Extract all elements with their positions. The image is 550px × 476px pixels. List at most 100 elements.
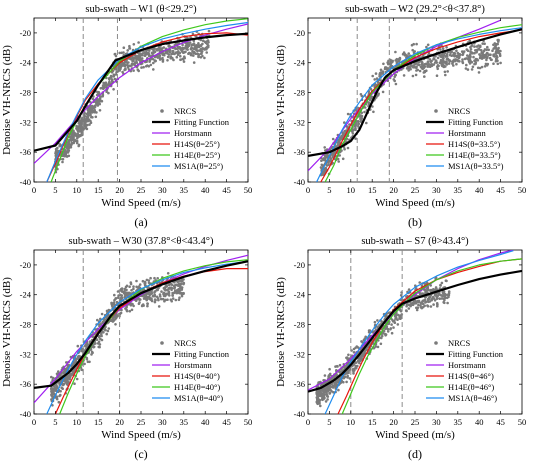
nrcs-point [105,332,108,336]
nrcs-point [107,91,110,95]
nrcs-point [144,281,147,285]
nrcs-point [476,66,480,70]
nrcs-point [94,115,98,119]
nrcs-point [343,147,346,151]
legend-marker-nrcs [160,341,164,345]
nrcs-point [384,327,387,331]
x-tick-label: 20 [115,417,124,427]
nrcs-point [194,48,198,51]
x-tick-label: 10 [73,417,82,427]
nrcs-point [99,337,102,341]
nrcs-point [198,49,201,52]
y-tick-label: -32 [20,117,31,127]
nrcs-point [354,137,357,140]
nrcs-point [158,293,162,296]
nrcs-point [77,143,81,147]
nrcs-point [412,66,415,69]
nrcs-point [98,109,102,112]
nrcs-point [192,47,195,50]
nrcs-point [359,93,363,96]
y-tick-label: -28 [20,88,31,98]
x-tick-label: 35 [454,185,463,195]
y-tick-label: -40 [294,177,305,187]
nrcs-point [91,345,94,348]
series-line-fit [34,260,248,389]
series-line-ms1a [46,260,248,414]
nrcs-point [427,296,431,300]
nrcs-point [128,285,131,289]
nrcs-point [183,55,186,58]
nrcs-point [386,327,390,331]
nrcs-point [201,47,204,50]
nrcs-point [432,303,435,306]
nrcs-point [120,51,123,55]
nrcs-point [426,304,429,307]
nrcs-point [480,52,484,55]
chart-panel-4: sub-swath – S7 (θ>43.4°) 0 5 10 15 20 25 30 35 40… [275,236,526,461]
nrcs-point [345,371,348,375]
y-tick-label: -28 [294,320,305,330]
y-tick-label: -32 [294,349,305,359]
nrcs-point [183,46,186,50]
nrcs-point [328,367,331,371]
x-tick-label: 15 [94,185,103,195]
legend-marker-nrcs [434,109,438,113]
nrcs-point [165,293,168,296]
nrcs-point [384,334,387,337]
x-tick-label: 45 [222,185,231,195]
nrcs-point [125,288,128,292]
nrcs-point [159,297,163,301]
x-tick-label: 0 [32,185,36,195]
nrcs-point [166,298,169,302]
nrcs-point [358,361,361,365]
x-tick-label: 50 [518,185,527,195]
x-tick-label: 15 [94,417,103,427]
nrcs-point [102,320,106,324]
nrcs-point [128,309,132,313]
nrcs-point [171,49,175,53]
nrcs-point [439,48,442,51]
nrcs-point [435,74,439,77]
nrcs-point [153,276,156,280]
nrcs-point [497,40,500,43]
nrcs-point [91,106,94,109]
nrcs-point [181,43,184,47]
nrcs-point [83,118,86,121]
nrcs-point [385,325,389,329]
nrcs-point [186,48,189,51]
nrcs-point [475,51,478,54]
nrcs-point [481,54,484,58]
nrcs-point [320,389,324,392]
nrcs-point [425,291,428,294]
nrcs-point [171,291,174,295]
nrcs-point [139,53,142,57]
nrcs-point [88,111,92,115]
nrcs-point [445,46,448,49]
nrcs-point [484,56,488,59]
nrcs-point [76,136,79,140]
nrcs-point [326,395,330,398]
chart-title: sub-swath – W30 (37.8°<θ<43.4°) [69,236,214,247]
chart-title: sub-swath – W1 (θ<29.2°) [85,4,197,15]
y-tick-label: -32 [20,349,31,359]
nrcs-point [54,147,58,151]
x-tick-label: 40 [475,417,484,427]
nrcs-point [99,87,103,90]
legend-label: H14S(θ=46°) [448,371,494,381]
nrcs-point [494,57,498,61]
nrcs-point [407,288,411,291]
nrcs-point [153,47,156,50]
nrcs-point [376,94,380,97]
nrcs-point [156,288,159,292]
series-line-ms1a [324,250,514,414]
nrcs-point [335,364,339,368]
nrcs-point [422,71,426,74]
nrcs-point [58,394,61,398]
nrcs-point [58,144,61,148]
nrcs-point [477,47,481,50]
nrcs-point [110,301,113,305]
nrcs-point [62,371,65,374]
nrcs-point [125,291,129,295]
nrcs-point [499,49,502,53]
x-tick-label: 10 [73,185,82,195]
